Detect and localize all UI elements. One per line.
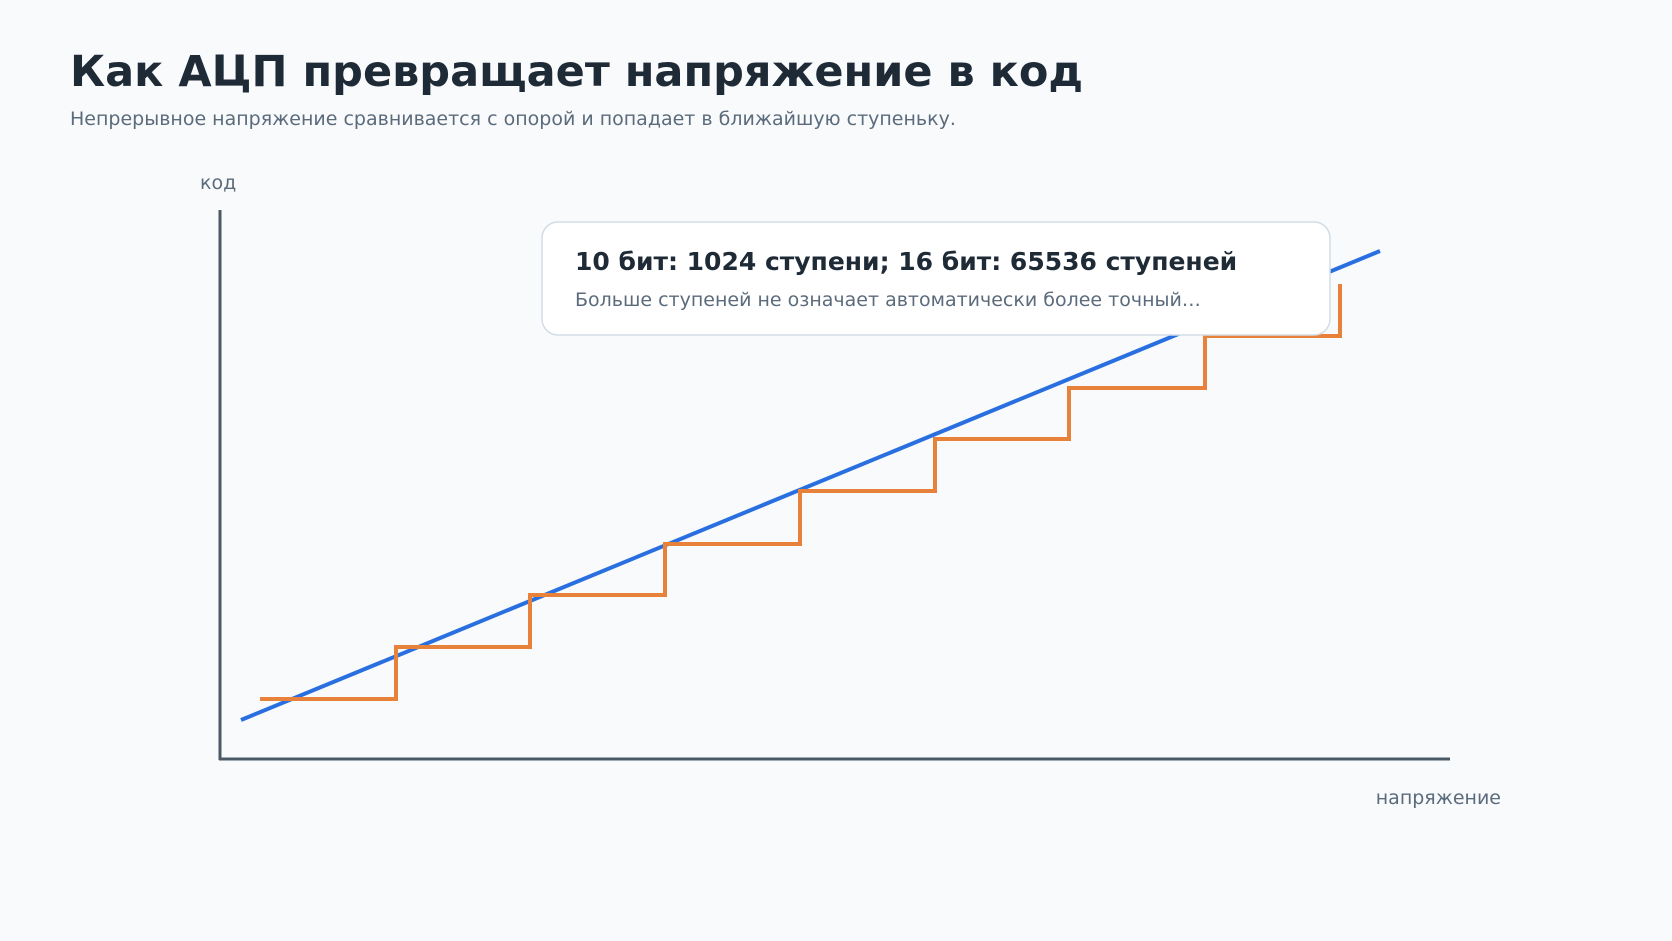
callout-title: 10 бит: 1024 ступени; 16 бит: 65536 ступ… — [575, 247, 1237, 276]
callout-box — [541, 221, 1331, 336]
quantized-steps — [260, 284, 1342, 701]
subtitle: Непрерывное напряжение сравнивается с оп… — [70, 108, 956, 130]
x-axis-label: напряжение — [1376, 787, 1501, 809]
callout-text: Больше ступеней не означает автоматическ… — [575, 289, 1201, 311]
title: Как АЦП превращает напряжение в код — [70, 47, 1083, 97]
y-axis-label: код — [200, 172, 236, 194]
